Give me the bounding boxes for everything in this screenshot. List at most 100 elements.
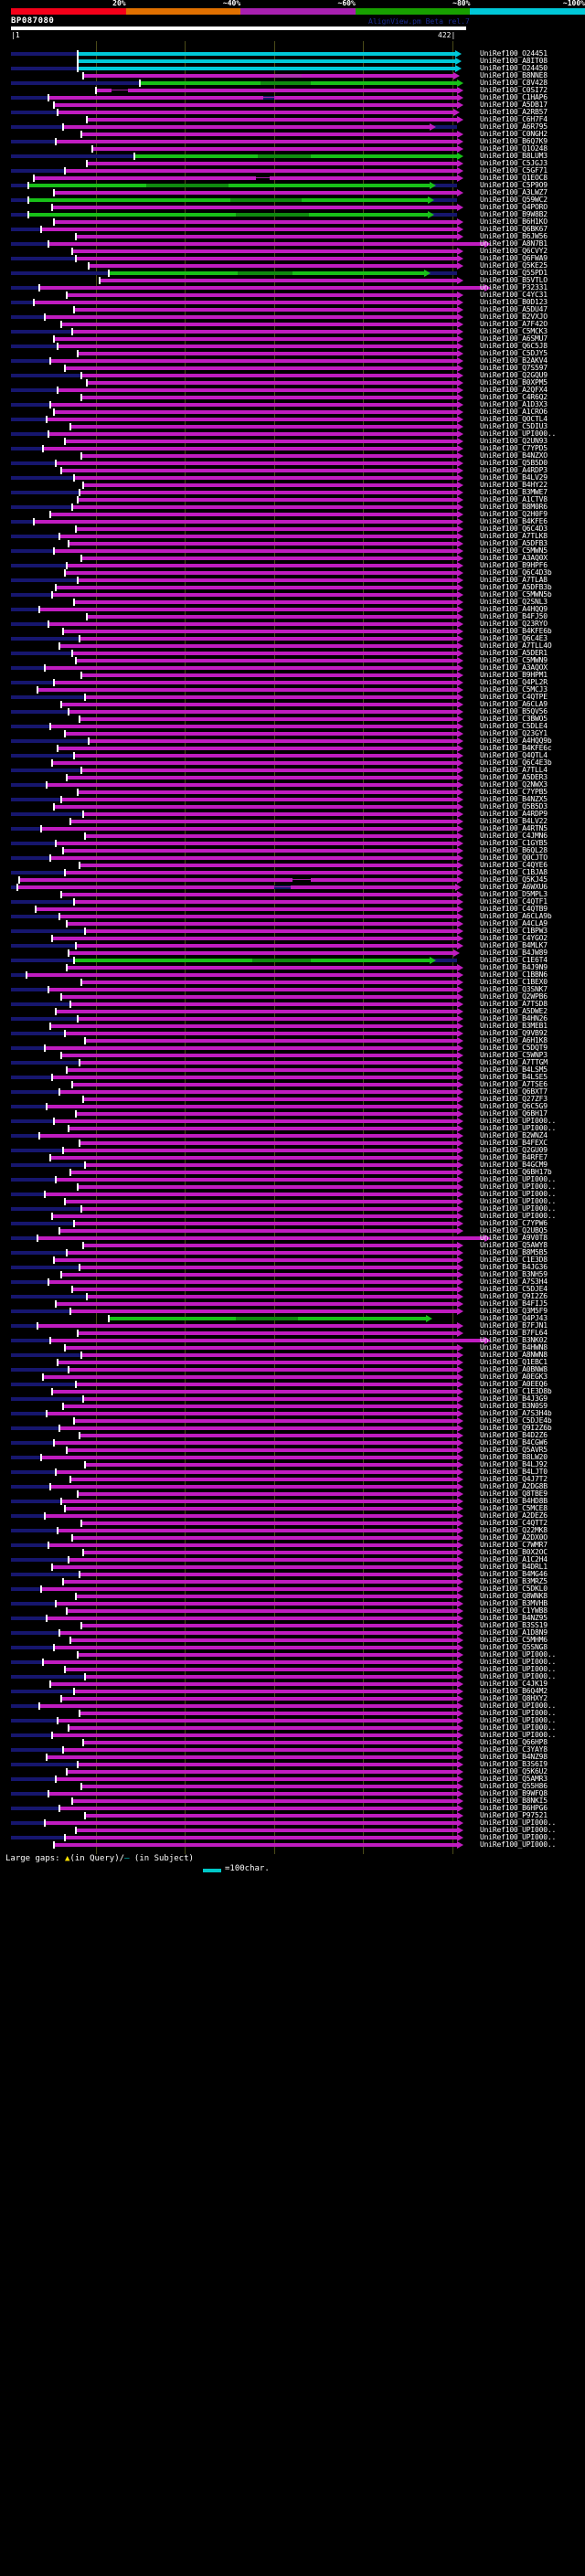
table-row[interactable]: UniRef100_Q5B5D0: [0, 459, 585, 467]
table-row[interactable]: UniRef100_UPI000..: [0, 1723, 585, 1732]
hit-label[interactable]: UniRef100_A6WXU6: [480, 883, 548, 891]
hsp-segment-0[interactable]: [88, 739, 457, 743]
hsp-segment-0[interactable]: [71, 505, 457, 509]
hsp-segment-0[interactable]: [48, 1792, 457, 1796]
hsp-segment-0[interactable]: [66, 1448, 457, 1452]
hsp-segment-0[interactable]: [16, 885, 274, 889]
hsp-segment-0[interactable]: [64, 366, 457, 370]
hit-label[interactable]: UniRef100_A7S3H4: [480, 1277, 548, 1286]
table-row[interactable]: UniRef100_Q2GQU9: [0, 371, 585, 379]
table-row[interactable]: UniRef100_A7TSE6: [0, 1080, 585, 1088]
hsp-segment-0[interactable]: [69, 1309, 457, 1313]
hit-label[interactable]: UniRef100_C1BJA8: [480, 868, 548, 876]
hit-label[interactable]: UniRef100_A6H1K8: [480, 1036, 548, 1044]
hit-label[interactable]: UniRef100_C6H7F4: [480, 115, 548, 123]
table-row[interactable]: UniRef100_A2DX0O: [0, 1533, 585, 1542]
table-row[interactable]: UniRef100_B3NK02: [0, 1336, 585, 1344]
hsp-segment-0[interactable]: [68, 1127, 457, 1130]
table-row[interactable]: UniRef100_B6JW56: [0, 232, 585, 240]
hsp-segment-0[interactable]: [79, 1712, 457, 1715]
table-row[interactable]: UniRef100_C1E6T4: [0, 956, 585, 964]
hit-label[interactable]: UniRef100_B4HWN8: [480, 1343, 548, 1352]
hsp-segment-1[interactable]: [261, 81, 311, 85]
hsp-segment-0[interactable]: [71, 249, 457, 253]
hsp-segment-0[interactable]: [77, 578, 457, 582]
hsp-segment-0[interactable]: [49, 1024, 457, 1028]
table-row[interactable]: UniRef100_B3MWE7: [0, 488, 585, 496]
hsp-segment-0[interactable]: [49, 403, 457, 407]
table-row[interactable]: UniRef100_C1HAP6: [0, 93, 585, 101]
table-row[interactable]: UniRef100_C4JK19: [0, 1680, 585, 1688]
hsp-segment-0[interactable]: [27, 198, 230, 202]
hsp-segment-0[interactable]: [84, 1814, 457, 1818]
hsp-segment-0[interactable]: [60, 893, 457, 896]
table-row[interactable]: UniRef100_A1C2H4: [0, 1555, 585, 1564]
hsp-segment-0[interactable]: [60, 1054, 457, 1057]
hsp-segment-0[interactable]: [53, 337, 457, 341]
table-row[interactable]: UniRef100_C1BBN6: [0, 970, 585, 979]
table-row[interactable]: UniRef100_A7S3H4b: [0, 1409, 585, 1417]
hsp-segment-0[interactable]: [69, 820, 457, 823]
table-row[interactable]: UniRef100_B8LW20: [0, 1453, 585, 1461]
hsp-segment-0[interactable]: [57, 1719, 457, 1723]
hsp-segment-0[interactable]: [69, 1002, 457, 1006]
hsp-segment-0[interactable]: [82, 1741, 457, 1744]
hit-label[interactable]: UniRef100_UPI000..: [480, 1665, 557, 1673]
hit-label[interactable]: UniRef100_C4JMN6: [480, 832, 548, 840]
hsp-segment-0[interactable]: [49, 513, 457, 516]
hsp-segment-0[interactable]: [57, 345, 457, 348]
hit-label[interactable]: UniRef100_Q5K6U2: [480, 1767, 548, 1776]
table-row[interactable]: UniRef100_UPI000..: [0, 1204, 585, 1213]
hsp-segment-0[interactable]: [55, 1470, 457, 1474]
hit-label[interactable]: UniRef100_A7TSD8: [480, 1000, 548, 1008]
table-row[interactable]: UniRef100_A9V0T8: [0, 1234, 585, 1242]
hit-label[interactable]: UniRef100_B8NNE8: [480, 71, 548, 80]
hsp-segment-2[interactable]: [311, 959, 430, 962]
table-row[interactable]: UniRef100_A3AQOX: [0, 663, 585, 672]
table-row[interactable]: UniRef100_C5JGJ3: [0, 159, 585, 167]
hit-label[interactable]: UniRef100_Q6CVY2: [480, 247, 548, 255]
hsp-segment-0[interactable]: [26, 973, 457, 977]
hsp-segment-0[interactable]: [71, 652, 457, 655]
hit-label[interactable]: UniRef100_C1BBN6: [480, 970, 548, 979]
hsp-segment-0[interactable]: [80, 454, 457, 458]
hsp-segment-2[interactable]: [311, 154, 457, 158]
hsp-segment-0[interactable]: [64, 1200, 457, 1203]
hsp-segment-0[interactable]: [79, 1266, 457, 1269]
table-row[interactable]: UniRef100_A8N7B1: [0, 239, 585, 248]
hit-label[interactable]: UniRef100_B4KFE6c: [480, 744, 552, 752]
hit-label[interactable]: UniRef100_A4CLA9: [480, 919, 548, 928]
hit-label[interactable]: UniRef100_C4R6Q2: [480, 393, 548, 401]
table-row[interactable]: UniRef100_C4YGO2: [0, 934, 585, 942]
hit-label[interactable]: UniRef100_UPI000..: [480, 1124, 557, 1132]
table-row[interactable]: UniRef100_C5WNP3: [0, 1051, 585, 1059]
hit-label[interactable]: UniRef100_A1D3X3: [480, 400, 548, 408]
hsp-segment-0[interactable]: [64, 1032, 457, 1035]
table-row[interactable]: UniRef100_A6H1K8: [0, 1036, 585, 1044]
hit-label[interactable]: UniRef100_C0SI72: [480, 86, 548, 94]
table-row[interactable]: UniRef100_A5DB17: [0, 101, 585, 109]
table-row[interactable]: UniRef100_A2DG8B: [0, 1482, 585, 1490]
hit-label[interactable]: UniRef100_B4LV29: [480, 473, 548, 482]
hit-label[interactable]: UniRef100_A5DER1: [480, 649, 548, 657]
hsp-segment-0[interactable]: [44, 1046, 457, 1050]
hsp-segment-0[interactable]: [77, 59, 455, 63]
table-row[interactable]: UniRef100_C0NGH2: [0, 130, 585, 138]
hsp-segment-0[interactable]: [48, 96, 263, 100]
hsp-segment-0[interactable]: [82, 812, 457, 816]
hit-label[interactable]: UniRef100_A0BNW8: [480, 1365, 548, 1373]
hit-label[interactable]: UniRef100_C5P9O9: [480, 181, 548, 189]
hsp-segment-0[interactable]: [55, 1178, 457, 1182]
hsp-segment-0[interactable]: [66, 293, 457, 297]
hsp-segment-0[interactable]: [71, 1536, 457, 1540]
table-row[interactable]: UniRef100_C5DJE4b: [0, 1416, 585, 1425]
table-row[interactable]: UniRef100_C5MCK3: [0, 327, 585, 335]
table-row[interactable]: UniRef100_B6Q7K9: [0, 137, 585, 145]
hit-label[interactable]: UniRef100_A4HQQ9: [480, 605, 548, 613]
hit-label[interactable]: UniRef100_A3AQOX: [480, 663, 548, 672]
hsp-segment-0[interactable]: [57, 388, 457, 392]
hsp-segment-0[interactable]: [77, 790, 457, 794]
table-row[interactable]: UniRef100_Q1O248: [0, 144, 585, 153]
hsp-segment-0[interactable]: [68, 1726, 457, 1730]
hsp-segment-0[interactable]: [53, 805, 457, 809]
